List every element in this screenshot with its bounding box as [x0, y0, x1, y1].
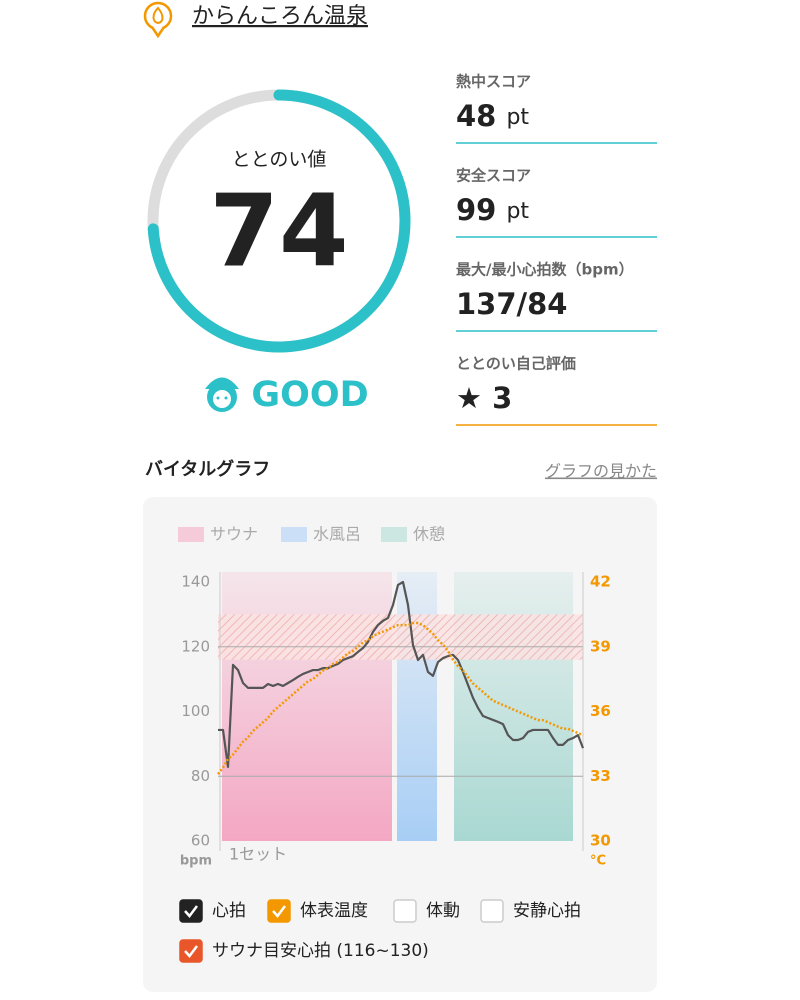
legend-swatch [281, 527, 307, 542]
series-line [218, 580, 585, 768]
legend-label: 水風呂 [313, 525, 361, 544]
score-label: ととのい自己評価 [456, 355, 576, 373]
y-tick-label: 140 [181, 573, 210, 591]
score-value: ★ 3 [456, 381, 512, 415]
score-label: 安全スコア [456, 167, 531, 185]
help-link[interactable]: グラフの見かた [545, 462, 657, 481]
legend-swatch [178, 527, 204, 542]
checkbox[interactable] [267, 899, 291, 923]
checkbox-label[interactable]: 安静心拍 [513, 901, 581, 921]
header-icon [143, 1, 173, 39]
checkmark [184, 945, 198, 958]
score-unit: pt [506, 199, 529, 224]
score-icon: ★ [456, 381, 482, 415]
checkbox[interactable] [480, 899, 504, 923]
y2-tick-label: 39 [590, 637, 611, 655]
checkmark [184, 905, 198, 918]
y-axis-unit: bpm [180, 854, 212, 869]
legend-swatch [381, 527, 407, 542]
gauge-value: 74 [209, 172, 348, 289]
score-number: 48 [456, 99, 496, 133]
score-unit: pt [506, 105, 529, 130]
legend-label: サウナ [210, 525, 258, 544]
gauge-rating: GOOD [251, 375, 368, 415]
y2-tick-label: 36 [590, 702, 611, 720]
phase-band [397, 572, 437, 841]
checkbox-label[interactable]: 心拍 [212, 901, 246, 921]
y2-tick-label: 42 [590, 573, 611, 591]
target-band [218, 614, 583, 660]
y2-tick-label: 30 [590, 832, 611, 850]
score-number: 137/84 [456, 287, 567, 321]
score-label: 最大/最小心拍数（bpm） [456, 261, 634, 279]
gauge-arc [147, 89, 411, 353]
rating-icon [205, 377, 239, 412]
legend-label: 休憩 [413, 525, 445, 544]
score-label: 熱中スコア [456, 73, 531, 91]
score-value: 99 pt [456, 193, 529, 227]
checkbox-label[interactable]: 体表温度 [300, 901, 368, 921]
header-title[interactable]: からんころん温泉 [192, 4, 368, 29]
checkmark [272, 905, 286, 918]
phase-band [454, 572, 573, 841]
phase-band [222, 572, 392, 841]
gauge-label: ととのい値 [232, 149, 327, 171]
x-label: 1セット [229, 845, 287, 864]
checkbox-label[interactable]: 体動 [426, 901, 460, 921]
score-number: 99 [456, 193, 496, 227]
score-value: 48 pt [456, 99, 529, 133]
y-tick-label: 100 [181, 702, 210, 720]
y2-tick-label: 33 [590, 767, 611, 785]
checkbox[interactable] [179, 939, 203, 963]
y-tick-label: 80 [191, 767, 210, 785]
checkbox-label[interactable]: サウナ目安心拍 (116~130) [212, 941, 429, 961]
y2-axis-unit: °C [590, 854, 606, 869]
checkbox[interactable] [179, 899, 203, 923]
y-tick-label: 120 [181, 637, 210, 655]
section-title: バイタルグラフ [145, 458, 270, 480]
y-tick-label: 60 [191, 832, 210, 850]
checkbox[interactable] [393, 899, 417, 923]
score-number: 3 [492, 381, 512, 415]
score-value: 137/84 [456, 287, 567, 321]
